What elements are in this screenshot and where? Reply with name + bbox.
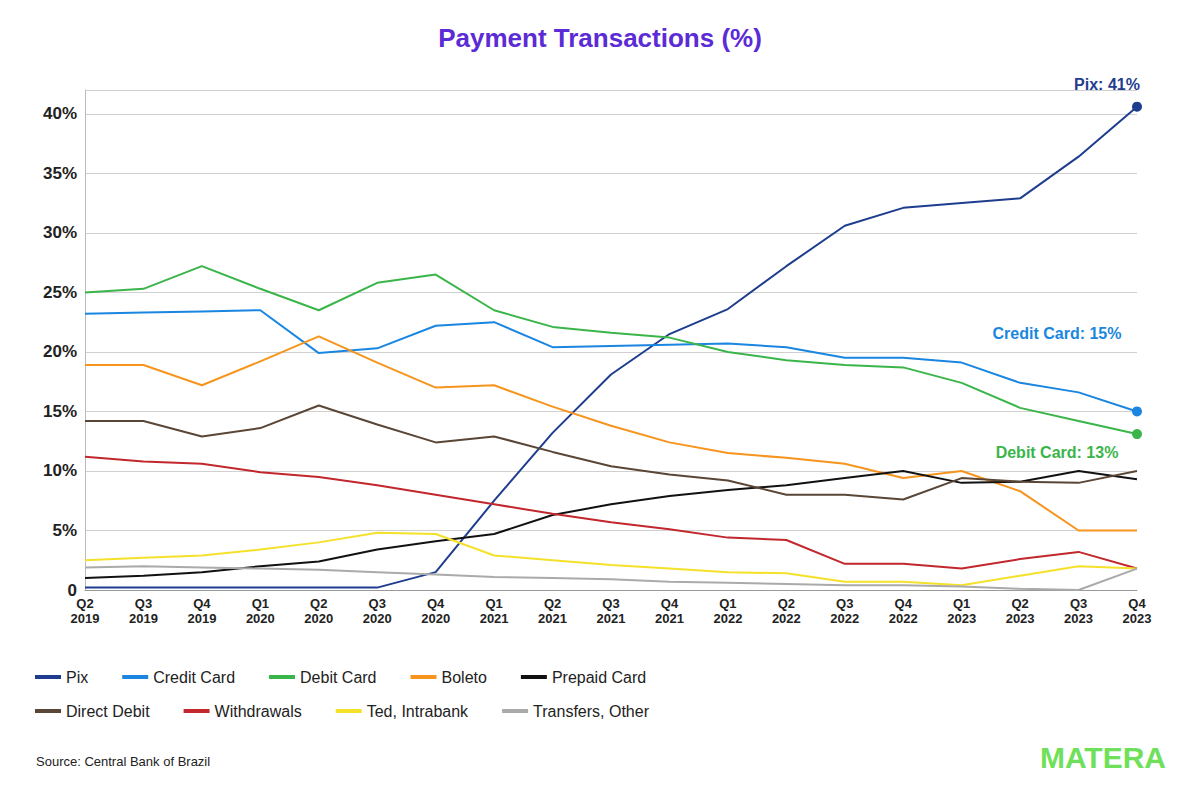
svg-text:Q1: Q1 (719, 596, 736, 611)
svg-text:Q2: Q2 (76, 596, 93, 611)
svg-text:2019: 2019 (71, 611, 100, 626)
svg-text:Debit Card: 13%: Debit Card: 13% (996, 444, 1119, 461)
svg-text:Q1: Q1 (485, 596, 502, 611)
svg-text:Direct Debit: Direct Debit (66, 703, 150, 720)
svg-text:20%: 20% (43, 342, 77, 361)
svg-text:25%: 25% (43, 283, 77, 302)
svg-text:2021: 2021 (480, 611, 509, 626)
svg-text:5%: 5% (52, 521, 77, 540)
svg-text:Ted, Intrabank: Ted, Intrabank (367, 703, 469, 720)
svg-text:Prepaid Card: Prepaid Card (552, 669, 646, 686)
svg-text:10%: 10% (43, 461, 77, 480)
svg-text:Debit Card: Debit Card (300, 669, 376, 686)
svg-text:30%: 30% (43, 223, 77, 242)
svg-text:15%: 15% (43, 402, 77, 421)
svg-text:Q2: Q2 (310, 596, 327, 611)
svg-text:Q3: Q3 (369, 596, 386, 611)
svg-text:2020: 2020 (246, 611, 275, 626)
svg-text:40%: 40% (43, 104, 77, 123)
svg-text:2022: 2022 (772, 611, 801, 626)
svg-text:Withdrawals: Withdrawals (215, 703, 302, 720)
svg-text:Q1: Q1 (953, 596, 970, 611)
svg-text:2023: 2023 (1123, 611, 1152, 626)
svg-text:Transfers, Other: Transfers, Other (533, 703, 650, 720)
svg-text:Boleto: Boleto (442, 669, 487, 686)
svg-text:Q4: Q4 (895, 596, 913, 611)
svg-text:2022: 2022 (713, 611, 742, 626)
svg-text:Credit Card: 15%: Credit Card: 15% (993, 325, 1122, 342)
svg-text:2019: 2019 (129, 611, 158, 626)
svg-text:Q3: Q3 (836, 596, 853, 611)
svg-text:MATERA: MATERA (1040, 741, 1166, 774)
svg-text:2023: 2023 (1064, 611, 1093, 626)
svg-text:2023: 2023 (1006, 611, 1035, 626)
svg-text:Q3: Q3 (135, 596, 152, 611)
svg-text:2021: 2021 (538, 611, 567, 626)
svg-text:35%: 35% (43, 164, 77, 183)
svg-text:Q4: Q4 (1128, 596, 1146, 611)
svg-text:Source: Central Bank of Brazil: Source: Central Bank of Brazil (36, 754, 210, 769)
svg-text:Q2: Q2 (778, 596, 795, 611)
svg-text:2023: 2023 (947, 611, 976, 626)
svg-text:Q2: Q2 (544, 596, 561, 611)
svg-text:2020: 2020 (363, 611, 392, 626)
svg-text:Q4: Q4 (427, 596, 445, 611)
svg-text:0: 0 (67, 580, 77, 600)
svg-text:2022: 2022 (889, 611, 918, 626)
svg-text:Pix: 41%: Pix: 41% (1074, 76, 1140, 93)
svg-text:2020: 2020 (421, 611, 450, 626)
svg-text:Pix: Pix (66, 669, 88, 686)
svg-text:Q4: Q4 (661, 596, 679, 611)
svg-text:2021: 2021 (655, 611, 684, 626)
svg-text:2019: 2019 (187, 611, 216, 626)
svg-text:Q3: Q3 (1070, 596, 1087, 611)
svg-text:Credit Card: Credit Card (153, 669, 235, 686)
svg-text:Payment Transactions (%): Payment Transactions (%) (438, 23, 762, 53)
svg-text:2022: 2022 (830, 611, 859, 626)
svg-text:2020: 2020 (304, 611, 333, 626)
svg-text:Q3: Q3 (602, 596, 619, 611)
svg-text:Q4: Q4 (193, 596, 211, 611)
svg-text:2021: 2021 (597, 611, 626, 626)
svg-text:Q2: Q2 (1011, 596, 1028, 611)
svg-text:Q1: Q1 (252, 596, 269, 611)
